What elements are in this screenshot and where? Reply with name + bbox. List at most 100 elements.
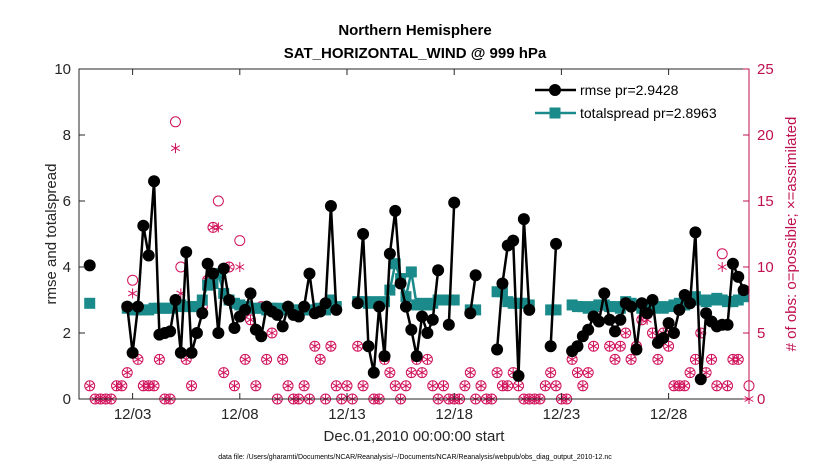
obs-assimilated-point [251,380,261,391]
rmse-point [271,308,284,321]
asterisk-stroke [299,382,309,389]
obs-possible-point [169,116,181,128]
rmse-point [126,346,139,359]
asterisk-stroke [401,382,411,389]
asterisk-stroke [680,382,690,389]
asterisk-stroke [546,369,556,376]
rmse-point [196,307,209,320]
spread-point [389,258,401,270]
rmse-point [324,199,337,212]
rmse-point [625,300,638,313]
asterisk-stroke [186,382,197,389]
asterisk-stroke [229,382,240,389]
obs-assimilated-point [465,367,475,378]
x-tick-label: 12/13 [328,406,366,423]
obs-assimilated-point [154,354,164,365]
asterisk-stroke [503,382,513,389]
spread-point [191,301,203,313]
rmse-point [201,257,214,270]
legend-rmse-marker [549,84,561,96]
obs-assimilated-point [438,380,449,391]
rmse-point [367,366,380,379]
axis-layer: 0 2 4 6 8 10 0 5 10 15 20 25 12/03 12/08 12/13 12/18 12/… [54,61,773,423]
rmse-line [469,275,477,314]
rmse-point [83,259,96,272]
obs-assimilated-point [610,354,620,365]
rmse-point [507,234,520,247]
obs-assimilated-point [401,380,411,391]
rmse-point [137,219,150,232]
obs-possible-point [127,274,139,286]
obs-assimilated-point [690,354,700,365]
rmse-point [673,303,686,316]
obs-assimilated-point [186,380,197,391]
obs-assimilated-point [310,341,320,352]
obs-assimilated-point [406,367,416,378]
obs-assimilated-point [685,367,695,378]
spread-point [470,304,482,316]
asterisk-stroke [551,382,561,389]
rmse-point [190,327,203,339]
y-right-tick-label: 20 [757,127,774,144]
rmse-point [373,300,386,313]
asterisk-stroke [122,369,132,376]
legend-item-spread: totalspread pr=2.8963 [535,105,717,121]
spread-point [614,302,626,314]
y-right-tick-label: 10 [757,259,774,276]
rmse-point [351,297,364,310]
rmse-point [512,369,525,382]
rmse-point [603,313,616,326]
y-axis-right-label: # of obs: o=possible; ×=assimilated [783,117,800,352]
spread-point [448,294,460,306]
spread-point [738,291,750,303]
obs-assimilated-point [476,380,486,391]
rmse-point [550,237,563,250]
legend-rmse-label: rmse pr=2.9428 [580,82,679,98]
obs-assimilated-point [546,367,556,378]
x-tick-label: 12/03 [114,406,152,423]
y-tick-label: 10 [54,61,71,78]
obs-assimilated-point [492,367,502,378]
asterisk-stroke [390,382,400,389]
rmse-point [292,310,305,323]
obs-assimilated-point [262,354,272,365]
rmse-point [389,204,402,217]
asterisk-stroke [685,369,695,376]
obs-assimilated-point [213,222,223,233]
rmse-point [523,303,536,316]
asterisk-stroke [513,382,524,389]
rmse-point [641,307,654,320]
rmse-point [598,287,611,300]
rmse-point [142,249,155,262]
y-tick-label: 2 [63,325,71,342]
spread-point [384,284,396,296]
rmse-point [148,175,161,188]
rmse-point [164,325,177,338]
rmse-point [442,318,455,331]
asterisk-stroke [615,343,625,350]
asterisk-stroke [717,264,727,270]
obs-assimilated-point [717,262,727,272]
x-tick-label: 12/28 [650,406,688,423]
rmse-point [721,318,734,331]
rmse-point [609,325,621,338]
obs-possible-point [212,195,224,207]
obs-assimilated-point [240,354,250,365]
rmse-point [383,247,396,260]
obs-possible-point [716,248,728,260]
obs-assimilated-point [460,380,470,391]
obs-assimilated-point [353,341,363,352]
rmse-point [378,350,391,363]
asterisk-stroke [310,343,320,350]
obs-assimilated-point [229,380,240,391]
rmse-point [410,350,423,363]
footnote: data file: /Users/gharamti/Documents/NCA… [218,454,612,461]
asterisk-stroke [133,356,143,363]
rmse-point [614,313,627,326]
y-tick-label: 4 [63,259,71,276]
obs-assimilated-point [219,367,229,378]
asterisk-stroke [465,369,475,376]
rmse-line [549,243,558,347]
obs-assimilated-point [278,354,288,365]
asterisk-stroke [583,369,593,376]
